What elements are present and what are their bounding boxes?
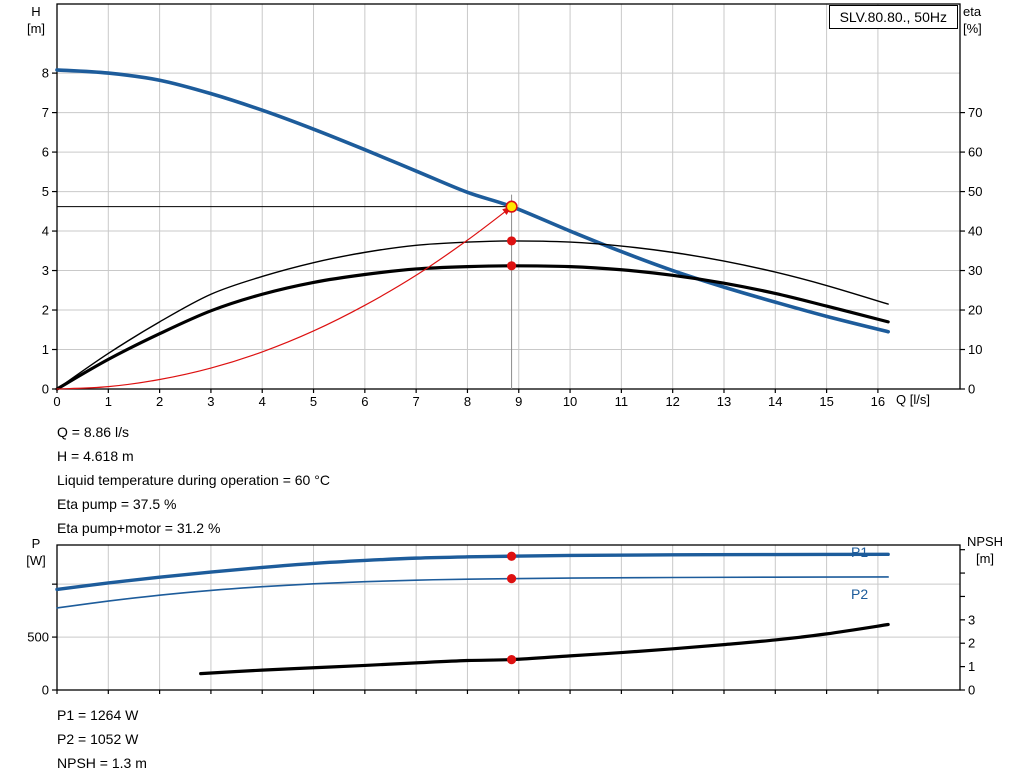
tick-label: 12 [665,394,679,409]
power-npsh-chart[interactable]: 0 500 0 1 2 3 [0,530,1024,710]
tick-label: 0 [42,382,49,397]
tick-label: 20 [968,303,982,318]
npsh-point [506,654,517,665]
npsh-axis-title: NPSH [m] [954,533,1016,567]
tick-label: 30 [968,263,982,278]
tick-label: 5 [42,184,49,199]
axis-ticks: 0 500 0 1 2 3 [27,549,975,698]
tick-label: 8 [464,394,471,409]
npsh-axis-unit: [m] [975,551,995,566]
tick-label: 4 [42,224,49,239]
tick-label: 2 [42,303,49,318]
readout-p1: P1 = 1264 W [57,707,139,723]
tick-label: 1 [42,342,49,357]
eta-pump-curve [56,240,889,390]
npsh-curve [199,622,890,676]
p-axis-unit: [W] [26,553,46,568]
gridlines [57,545,960,690]
duty-point-readouts: Q = 8.86 l/s H = 4.618 m Liquid temperat… [57,420,330,540]
readout-h: H = 4.618 m [57,448,134,464]
tick-label: 0 [968,683,975,698]
tick-label: 11 [615,394,629,409]
tick-label: 3 [207,394,214,409]
tick-label: 3 [42,263,49,278]
readout-eta-pump-motor: Eta pump+motor = 31.2 % [57,520,221,536]
tick-label: 1 [968,659,975,674]
tick-label: 50 [968,184,982,199]
p2-point [506,574,517,584]
duty-point-marker[interactable] [505,200,518,213]
tick-label: 10 [968,342,982,357]
tick-label: 6 [42,145,49,160]
readout-eta-pump: Eta pump = 37.5 % [57,496,177,512]
eta-pump-motor-curve [55,264,890,391]
readout-p2: P2 = 1052 W [57,731,139,747]
readout-npsh: NPSH = 1.3 m [57,755,147,771]
tick-label: 2 [968,636,975,651]
tick-label: 40 [968,224,982,239]
plot-frame [56,544,961,691]
p1-point [506,551,517,561]
p-axis-symbol: P [31,536,41,551]
p2-curve [56,576,889,609]
tick-label: 6 [361,394,368,409]
h-q-eta-chart[interactable]: 0 1 2 3 4 5 6 7 8 9 10 11 12 13 14 15 160123456780102030… [0,0,1024,414]
tick-label: 15 [819,394,833,409]
h-axis-unit: [m] [26,21,46,36]
tick-label: 5 [310,394,317,409]
readout-liquid-temp: Liquid temperature during operation = 60… [57,472,330,488]
tick-label: 14 [768,394,782,409]
tick-label: 0 [42,683,49,698]
tick-label: 60 [968,145,982,160]
axis-ticks: 0 1 2 3 4 5 6 7 8 9 10 11 12 13 14 15 160123456780102030… [42,66,983,409]
h-axis-symbol: H [31,4,41,19]
tick-label: 16 [871,394,885,409]
tick-label: 3 [968,612,975,627]
readout-q: Q = 8.86 l/s [57,424,129,440]
pump-curve [55,68,890,334]
power-readouts: P1 = 1264 W P2 = 1052 W NPSH = 1.3 m [57,703,147,775]
p2-curve-label: P2 [851,586,869,602]
tick-label: 500 [27,630,49,645]
tick-label: 7 [413,394,420,409]
pump-type-badge: SLV.80.80., 50Hz [828,5,958,29]
p-axis-title: P [W] [14,535,58,569]
eta-pump-point [506,236,517,246]
eta-axis-unit: [%] [963,21,982,36]
tick-label: 1 [105,394,112,409]
p1-curve-label: P1 [851,544,869,560]
tick-label: 4 [259,394,266,409]
plot-frame [56,3,961,390]
eta-pump-motor-point [506,261,517,271]
tick-label: 13 [717,394,731,409]
tick-label: 0 [53,394,60,409]
tick-label: 2 [156,394,163,409]
q-axis-title: Q [l/s] [896,392,930,407]
tick-label: 70 [968,105,982,120]
tick-label: 0 [968,382,975,397]
tick-label: 7 [42,105,49,120]
eta-axis-title: eta [%] [963,3,1007,37]
system-curve [56,206,513,390]
p1-curve [55,552,890,592]
h-axis-title: H [m] [14,3,58,37]
tick-label: 9 [515,394,522,409]
tick-label: 8 [42,66,49,81]
eta-axis-symbol: eta [963,4,982,19]
npsh-axis-symbol: NPSH [966,534,1004,549]
tick-label: 10 [563,394,577,409]
gridlines [57,4,960,389]
